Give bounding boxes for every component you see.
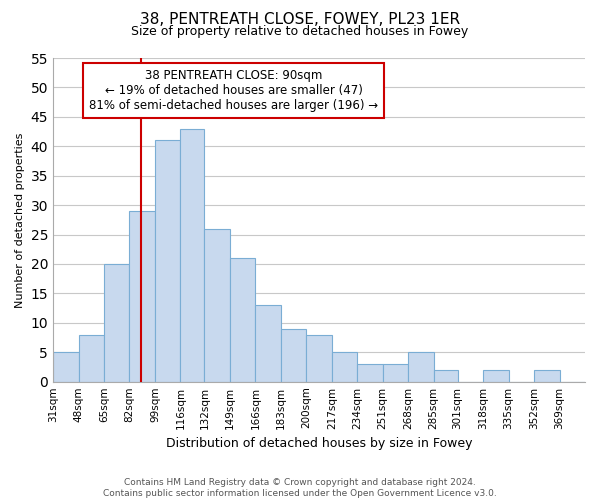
Bar [205,228,230,382]
Bar [181,128,205,382]
Text: Contains HM Land Registry data © Crown copyright and database right 2024.
Contai: Contains HM Land Registry data © Crown c… [103,478,497,498]
Text: 38 PENTREATH CLOSE: 90sqm
← 19% of detached houses are smaller (47)
81% of semi-: 38 PENTREATH CLOSE: 90sqm ← 19% of detac… [89,70,379,112]
Bar [155,140,181,382]
Bar [408,352,434,382]
Bar [256,305,281,382]
Y-axis label: Number of detached properties: Number of detached properties [15,132,25,308]
Bar [383,364,408,382]
Bar [281,328,306,382]
Bar [357,364,383,382]
Bar [332,352,357,382]
Bar [104,264,130,382]
Bar [79,334,104,382]
Bar [534,370,560,382]
Text: Size of property relative to detached houses in Fowey: Size of property relative to detached ho… [131,25,469,38]
Bar [130,211,155,382]
Bar [53,352,79,382]
Text: 38, PENTREATH CLOSE, FOWEY, PL23 1ER: 38, PENTREATH CLOSE, FOWEY, PL23 1ER [140,12,460,28]
X-axis label: Distribution of detached houses by size in Fowey: Distribution of detached houses by size … [166,437,472,450]
Bar [230,258,256,382]
Bar [306,334,332,382]
Bar [434,370,458,382]
Bar [483,370,509,382]
